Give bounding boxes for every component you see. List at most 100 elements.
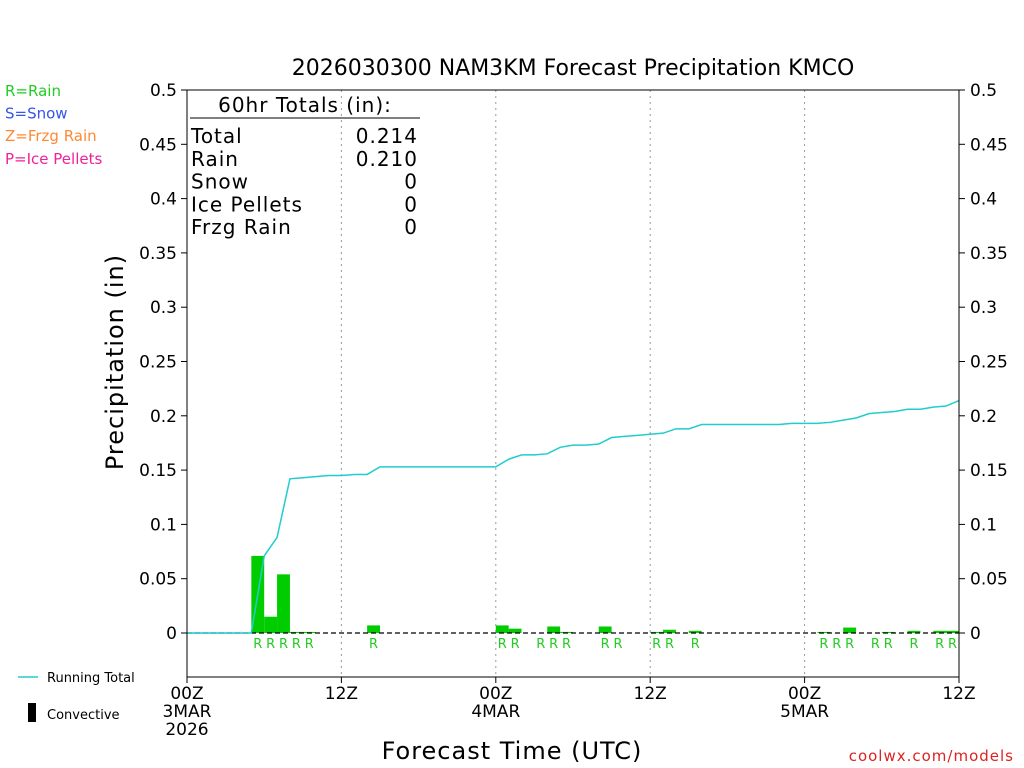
legend-type-item: Z=Frzg Rain bbox=[5, 127, 97, 145]
y-tick-label-right: 0.25 bbox=[970, 353, 1008, 373]
legend-type-item: P=Ice Pellets bbox=[5, 150, 102, 168]
rain-bar bbox=[650, 631, 664, 633]
rain-marker: R bbox=[871, 637, 880, 652]
totals-row-label: Total bbox=[190, 124, 243, 148]
x-tick-label: 12Z bbox=[942, 684, 975, 704]
rain-marker: R bbox=[819, 637, 828, 652]
y-tick-label: 0.25 bbox=[139, 353, 177, 373]
rain-marker: R bbox=[665, 637, 674, 652]
totals-row-value: 0 bbox=[404, 215, 418, 239]
totals-row-value: 0 bbox=[404, 170, 418, 194]
rain-marker: R bbox=[845, 637, 854, 652]
totals-heading: 60hr Totals (in): bbox=[218, 93, 392, 117]
rain-bar bbox=[367, 625, 380, 633]
convective-swatch bbox=[28, 703, 36, 722]
y-tick-label-right: 0.35 bbox=[970, 244, 1008, 264]
totals-row-value: 0.214 bbox=[356, 124, 418, 148]
y-tick-label-right: 0.45 bbox=[970, 135, 1008, 155]
rain-bar bbox=[508, 628, 522, 633]
totals-row-label: Rain bbox=[191, 147, 239, 171]
totals-row-label: Snow bbox=[191, 170, 249, 194]
y-axis-right: 0 0.05 0.1 0.15 0.2 0.25 0.3 0.35 0.4 0.45 0.5 bbox=[959, 81, 1008, 644]
rain-bar bbox=[933, 630, 947, 633]
y-axis-left: 0 0.05 0.1 0.15 0.2 0.25 0.3 0.35 0.4 0.45 0.5 bbox=[139, 81, 187, 644]
rain-bar bbox=[495, 625, 509, 633]
totals-row-label: Frzg Rain bbox=[191, 215, 292, 239]
rain-marker: R bbox=[536, 637, 545, 652]
legend-type-item: S=Snow bbox=[5, 105, 68, 123]
x-tick-label: 5MAR bbox=[780, 702, 829, 722]
running-total-legend-label: Running Total bbox=[47, 671, 135, 686]
rain-bar bbox=[881, 631, 895, 633]
totals-row-label: Ice Pellets bbox=[191, 192, 303, 216]
rain-bar bbox=[547, 626, 561, 633]
y-tick-label-right: 0 bbox=[970, 624, 981, 644]
rain-marker: R bbox=[652, 637, 661, 652]
y-tick-label-right: 0.2 bbox=[970, 407, 997, 427]
x-tick-label: 3MAR bbox=[163, 702, 212, 722]
y-tick-label-right: 0.15 bbox=[970, 461, 1008, 481]
x-tick-label: 00Z bbox=[479, 684, 512, 704]
rain-marker: R bbox=[601, 637, 610, 652]
rain-bar bbox=[277, 574, 290, 633]
rain-marker: R bbox=[369, 637, 378, 652]
rain-marker: R bbox=[498, 637, 507, 652]
plot-frame bbox=[186, 89, 960, 678]
chart-title: 2026030300 NAM3KM Forecast Precipitation… bbox=[292, 56, 855, 81]
rain-marker: R bbox=[614, 637, 623, 652]
y-tick-label: 0 bbox=[166, 624, 177, 644]
y-tick-label: 0.05 bbox=[139, 570, 177, 590]
rain-bar bbox=[289, 631, 303, 633]
rain-bars bbox=[251, 555, 959, 633]
totals-panel: 60hr Totals (in): Total 0.214 Rain 0.210 Sno… bbox=[190, 93, 420, 239]
rain-marker: R bbox=[305, 637, 314, 652]
rain-marker: R bbox=[935, 637, 944, 652]
y-tick-label: 0.45 bbox=[139, 135, 177, 155]
y-tick-label: 0.15 bbox=[139, 461, 177, 481]
x-tick-label: 12Z bbox=[325, 684, 358, 704]
y-tick-label: 0.3 bbox=[150, 298, 177, 318]
credit-text: coolwx.com/models bbox=[849, 747, 1014, 765]
rain-bar bbox=[843, 627, 857, 633]
rain-marker: R bbox=[832, 637, 841, 652]
y-tick-label: 0.5 bbox=[150, 81, 177, 101]
rain-marker: R bbox=[884, 637, 893, 652]
gridlines bbox=[340, 90, 806, 677]
rain-bar bbox=[598, 626, 612, 633]
type-legend: R=Rain S=Snow Z=Frzg Rain P=Ice Pellets bbox=[5, 82, 102, 168]
rain-marker: R bbox=[292, 637, 301, 652]
y-axis-label: Precipitation (in) bbox=[101, 254, 129, 470]
rain-bar bbox=[663, 629, 676, 633]
x-tick-label: 00Z bbox=[170, 684, 203, 704]
running-total-line bbox=[187, 399, 960, 634]
rain-marker: R bbox=[266, 637, 275, 652]
x-tick-label: 00Z bbox=[788, 684, 821, 704]
rain-bar bbox=[946, 630, 959, 633]
y-tick-label-right: 0.5 bbox=[970, 81, 997, 101]
x-axis-label: Forecast Time (UTC) bbox=[382, 737, 643, 765]
rain-marker: R bbox=[511, 637, 520, 652]
rain-bar bbox=[688, 630, 702, 633]
rain-bar bbox=[264, 616, 278, 633]
y-tick-label: 0.1 bbox=[150, 515, 177, 535]
rain-marker: R bbox=[279, 637, 288, 652]
y-tick-label-right: 0.3 bbox=[970, 298, 997, 318]
y-tick-label-right: 0.05 bbox=[970, 570, 1008, 590]
y-tick-label: 0.35 bbox=[139, 244, 177, 264]
rain-marker: R bbox=[253, 637, 262, 652]
y-tick-label: 0.4 bbox=[150, 190, 177, 210]
convective-legend-label: Convective bbox=[47, 708, 120, 723]
rain-marker: R bbox=[549, 637, 558, 652]
rain-marker: R bbox=[691, 637, 700, 652]
line-legend: Running Total Convective bbox=[18, 671, 135, 723]
y-tick-label-right: 0.4 bbox=[970, 190, 997, 210]
rain-bar bbox=[907, 630, 921, 633]
rain-marker: R bbox=[909, 637, 918, 652]
legend-type-item: R=Rain bbox=[5, 82, 61, 100]
y-tick-label: 0.2 bbox=[150, 407, 177, 427]
totals-row-value: 0.210 bbox=[356, 147, 418, 171]
rain-marker: R bbox=[562, 637, 571, 652]
